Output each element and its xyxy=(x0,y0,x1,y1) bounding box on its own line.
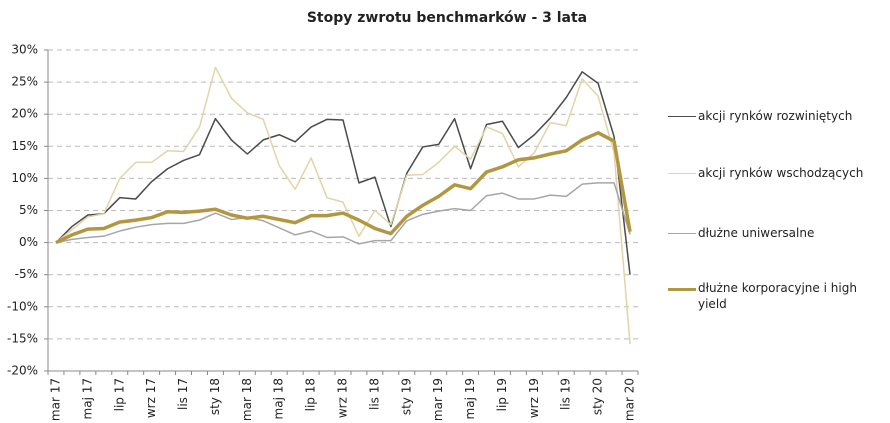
series-line xyxy=(55,131,632,245)
x-tick-label: sty 18 xyxy=(208,378,222,415)
x-tick-label: lis 17 xyxy=(176,378,190,410)
legend-item: akcji rynków wschodzących xyxy=(668,165,883,181)
x-tick-label: wrz 18 xyxy=(336,378,350,418)
x-tick-label: maj 18 xyxy=(272,378,286,419)
x-tick-label: lip 19 xyxy=(495,378,509,411)
legend-label: dłużne uniwersalne xyxy=(698,226,815,240)
y-tick-label: 10% xyxy=(11,171,38,185)
x-tick-label: sty 19 xyxy=(399,378,413,415)
legend-swatch xyxy=(668,288,696,291)
legend-swatch xyxy=(668,173,696,174)
x-tick-label: sty 20 xyxy=(591,378,605,415)
x-tick-label: lip 18 xyxy=(304,378,318,411)
legend-item: dłużne korporacyjne i high yield xyxy=(668,280,883,312)
y-tick-label: 30% xyxy=(11,43,38,57)
legend-swatch xyxy=(668,233,696,234)
y-tick-label: 0% xyxy=(19,235,38,249)
legend-item: dłużne uniwersalne xyxy=(668,225,883,241)
y-tick-label: -20% xyxy=(7,364,38,378)
x-tick-label: lip 17 xyxy=(112,378,126,411)
x-tick-label: mar 18 xyxy=(240,378,254,421)
legend-item: akcji rynków rozwiniętych xyxy=(668,108,883,124)
y-tick-label: -10% xyxy=(7,299,38,313)
legend-label: akcji rynków rozwiniętych xyxy=(698,109,853,123)
x-tick-label: wrz 19 xyxy=(527,378,541,418)
legend-swatch xyxy=(668,116,696,117)
x-tick-label: wrz 17 xyxy=(144,378,158,418)
x-tick-label: mar 19 xyxy=(431,378,445,421)
series-line xyxy=(55,71,631,275)
series-line xyxy=(55,66,631,345)
y-tick-label: -5% xyxy=(15,267,38,281)
chart-title: Stopy zwrotu benchmarków - 3 lata xyxy=(307,10,587,26)
y-tick-label: 15% xyxy=(11,139,38,153)
x-tick-label: mar 17 xyxy=(48,378,62,421)
x-tick-label: maj 19 xyxy=(463,378,477,419)
y-tick-label: -15% xyxy=(7,331,38,345)
x-tick-label: lis 18 xyxy=(367,378,381,410)
legend: akcji rynków rozwiniętych akcji rynków ws… xyxy=(668,0,883,423)
x-tick-label: mar 20 xyxy=(623,378,637,421)
series-line xyxy=(55,182,631,245)
y-tick-label: 25% xyxy=(11,75,38,89)
legend-label: dłużne korporacyjne i high yield xyxy=(698,281,857,311)
y-tick-label: 5% xyxy=(19,203,38,217)
legend-label: akcji rynków wschodzących xyxy=(698,166,864,180)
x-tick-label: lis 19 xyxy=(559,378,573,410)
x-tick-label: maj 17 xyxy=(80,378,94,419)
y-tick-label: 20% xyxy=(11,107,38,121)
